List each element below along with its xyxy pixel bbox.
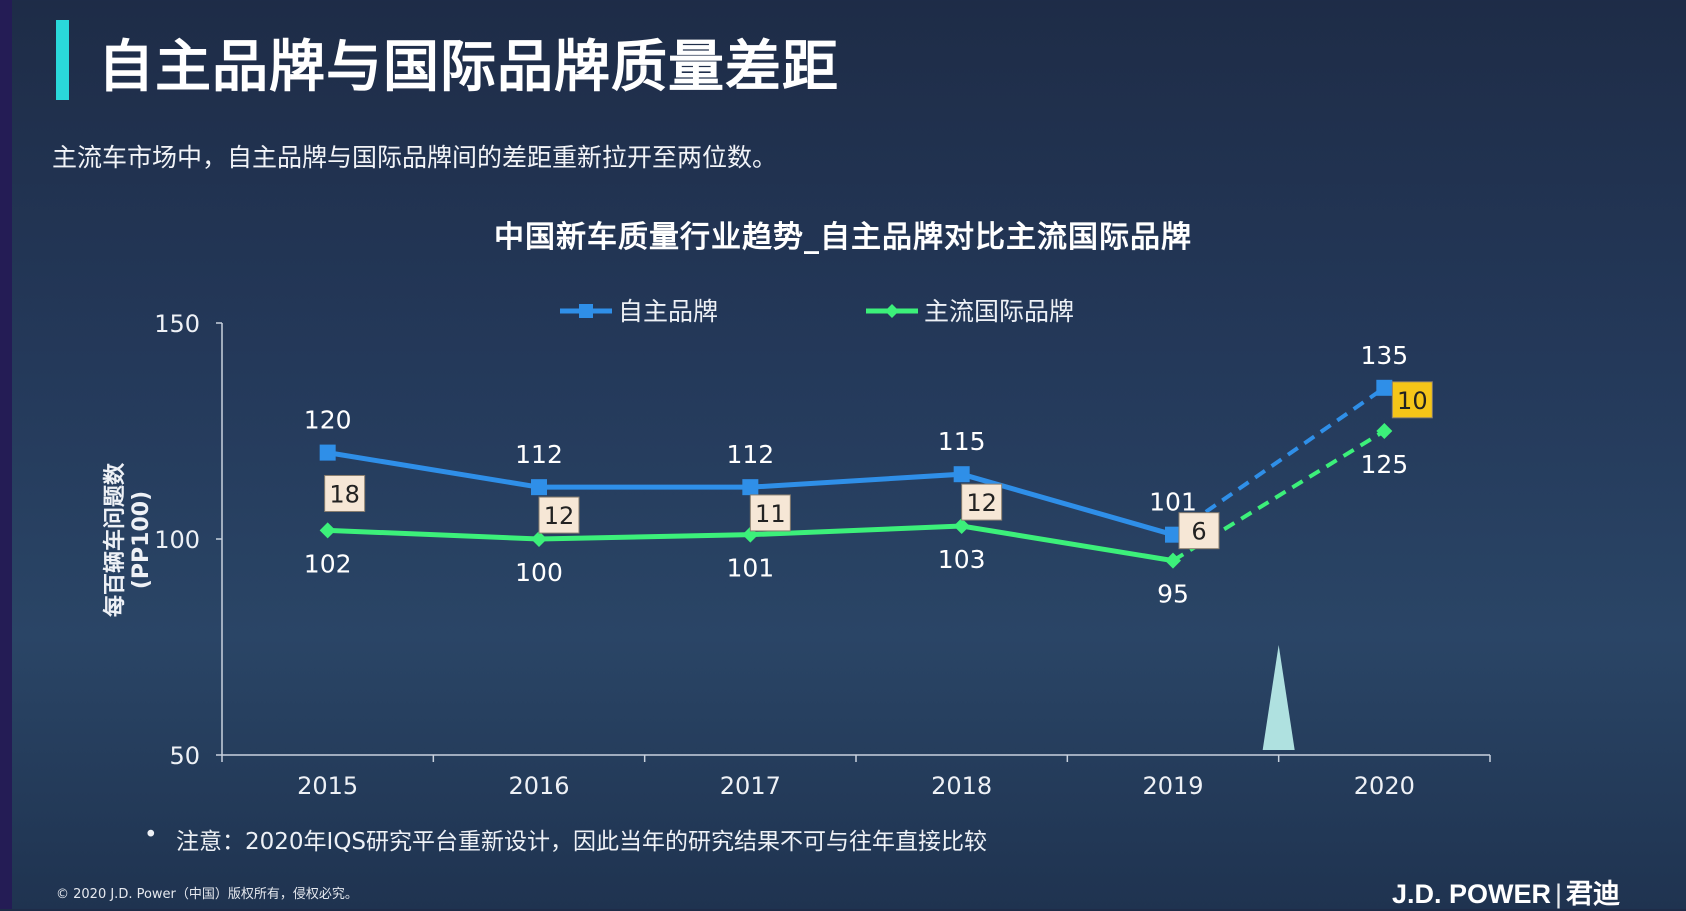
footnote: 注意：2020年IQS研究平台重新设计，因此当年的研究结果不可与往年直接比较	[176, 829, 988, 855]
legend-marker	[579, 304, 593, 318]
data-label: 135	[1360, 341, 1408, 370]
x-tick-label: 2016	[508, 772, 569, 800]
gap-label-box	[961, 483, 1003, 521]
gap-label: 10	[1397, 387, 1428, 415]
data-label: 103	[938, 545, 986, 574]
left-edge-strip	[0, 0, 12, 909]
data-label: 125	[1360, 450, 1408, 479]
x-tick-label: 2020	[1354, 772, 1415, 800]
data-label: 120	[304, 406, 352, 435]
data-label: 95	[1157, 580, 1189, 609]
legend-label: 自主品牌	[618, 297, 718, 326]
gap-label-box	[324, 474, 366, 512]
data-label: 115	[938, 427, 986, 456]
page-subtitle: 主流车市场中，自主品牌与国际品牌间的差距重新拉开至两位数。	[52, 143, 778, 172]
gap-label-box	[538, 496, 580, 534]
brand-divider: |	[1555, 879, 1563, 909]
legend-marker	[885, 304, 899, 318]
data-point-marker	[1165, 552, 1181, 569]
data-label: 112	[726, 440, 774, 469]
data-label: 101	[726, 554, 774, 583]
data-point-marker	[742, 479, 759, 496]
data-point-marker	[1376, 379, 1393, 396]
x-tick-label: 2018	[931, 772, 992, 800]
gap-label: 12	[966, 489, 997, 517]
data-point-marker	[953, 518, 970, 535]
page-title: 自主品牌与国际品牌质量差距	[98, 35, 839, 100]
data-point-marker	[1165, 526, 1181, 543]
x-tick-label: 2017	[720, 772, 781, 800]
legend-label: 主流国际品牌	[924, 297, 1074, 326]
note-bullet: •	[144, 822, 158, 848]
y-tick-label: 100	[154, 526, 200, 554]
data-label: 102	[304, 549, 352, 578]
x-tick-label: 2015	[297, 772, 358, 800]
series-dashed-segment	[1171, 386, 1386, 537]
y-tick-label: 50	[169, 742, 200, 770]
brand-logo: J.D. POWER | 君迪	[1392, 872, 1620, 911]
data-point-marker	[531, 531, 547, 547]
data-point-marker	[1376, 423, 1393, 439]
brand-name-cn: 君迪	[1566, 879, 1621, 909]
platform-change-marker	[1262, 645, 1295, 750]
gap-label-box	[1391, 381, 1433, 419]
title-accent-bar	[56, 20, 69, 100]
y-tick-label: 150	[154, 310, 200, 338]
data-point-marker	[319, 522, 336, 539]
data-point-marker	[953, 466, 970, 483]
y-axis-title: 每百辆车问题数(PP100)	[102, 462, 154, 617]
data-label: 101	[1149, 488, 1197, 517]
brand-name: J.D. POWER	[1392, 879, 1552, 909]
data-label: 100	[515, 558, 563, 587]
gap-label: 18	[329, 480, 360, 508]
gap-label: 12	[544, 502, 575, 530]
data-point-marker	[531, 479, 547, 496]
data-label: 112	[515, 440, 563, 469]
copyright: © 2020 J.D. Power（中国）版权所有，侵权必究。	[56, 887, 358, 902]
y-axis-title-line: (PP100)	[129, 491, 154, 589]
gap-label-box	[1178, 512, 1220, 550]
x-tick-label: 2019	[1142, 772, 1203, 800]
gap-label: 11	[755, 500, 786, 528]
chart-title: 中国新车质量行业趋势_自主品牌对比主流国际品牌	[494, 220, 1192, 255]
y-axis-title-line: 每百辆车问题数	[102, 462, 128, 617]
gap-label-box	[749, 494, 791, 532]
gap-label: 6	[1191, 518, 1206, 546]
data-point-marker	[319, 444, 336, 461]
